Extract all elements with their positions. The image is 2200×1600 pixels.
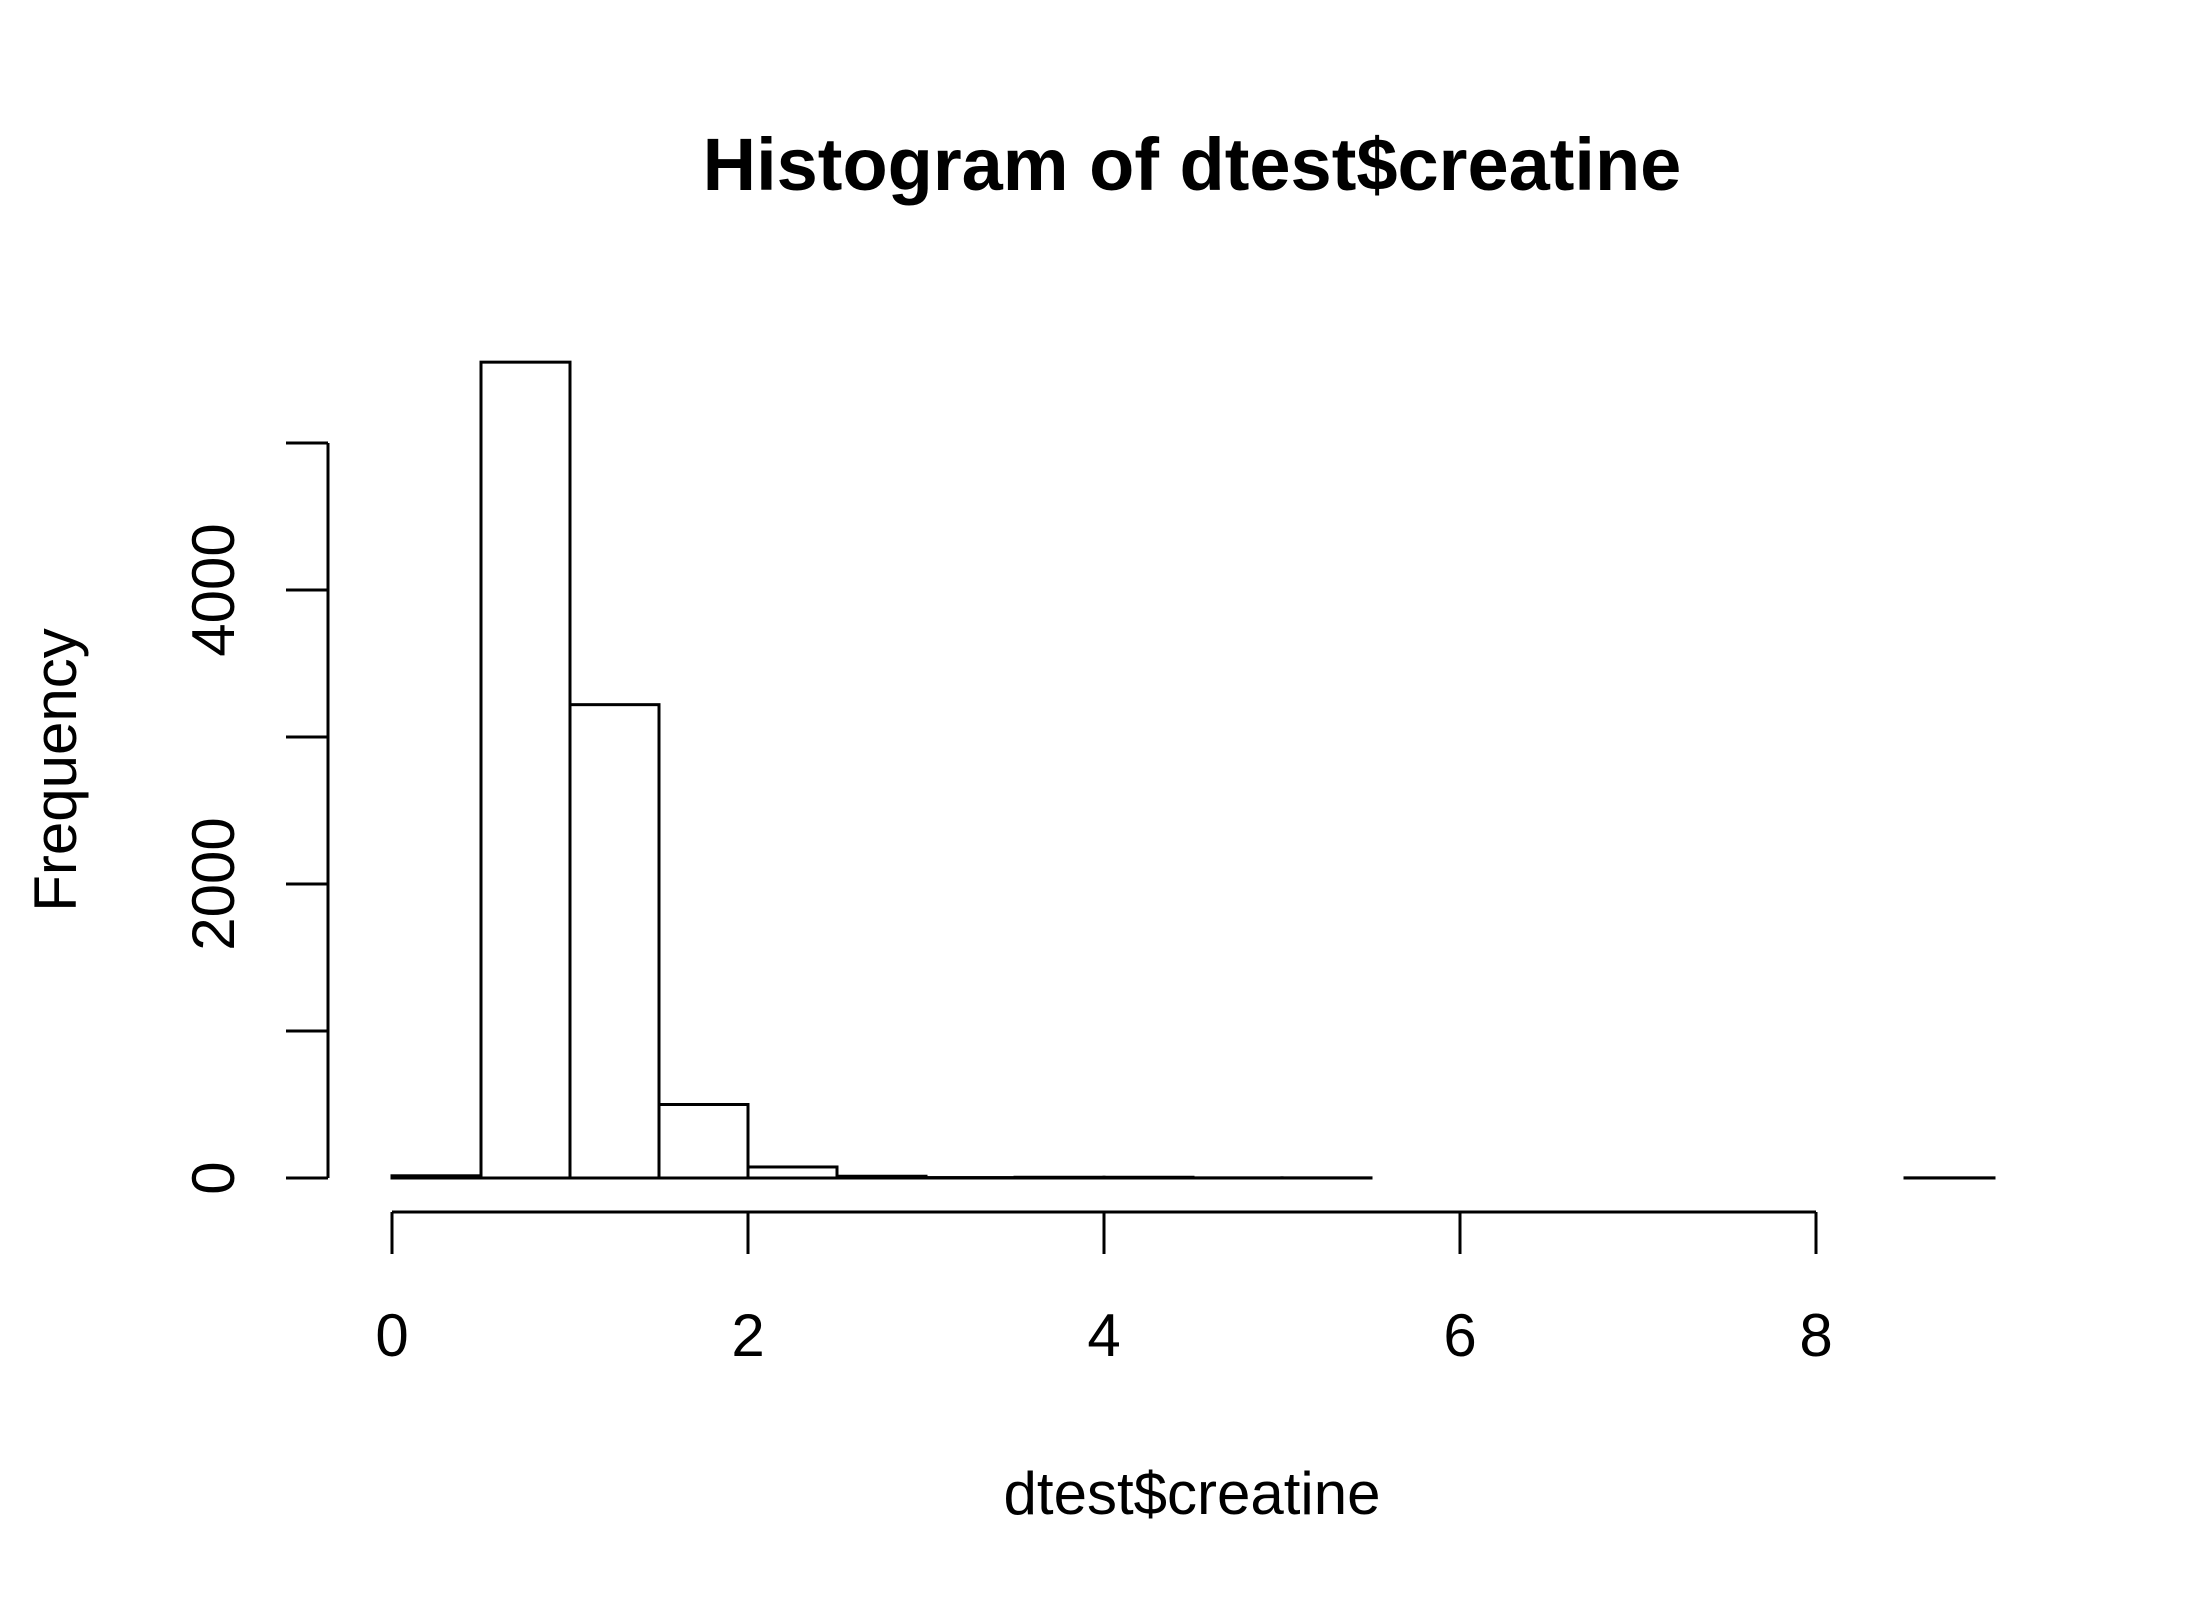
x-tick-label-1: 2 — [731, 1302, 764, 1369]
y-tick-label-0: 0 — [180, 1161, 247, 1194]
chart-title: Histogram of dtest$creatine — [703, 123, 1682, 206]
bars-group — [390, 360, 1996, 1180]
bar-8 — [1102, 1175, 1195, 1180]
x-axis: 0 2 4 6 8 — [375, 1210, 1833, 1369]
bar-3 — [657, 1103, 750, 1180]
y-axis-label: Frequency — [22, 628, 89, 911]
x-axis-label: dtest$creatine — [1004, 1460, 1381, 1527]
bar-7 — [1013, 1175, 1106, 1180]
bar-2 — [568, 703, 661, 1180]
y-axis: 0 2000 4000 — [180, 441, 330, 1195]
y-tick-label-4: 4000 — [180, 523, 247, 656]
x-tick-label-3: 6 — [1443, 1302, 1476, 1369]
bar-4 — [746, 1165, 839, 1180]
x-tick-label-0: 0 — [375, 1302, 408, 1369]
y-tick-label-2: 2000 — [180, 817, 247, 950]
x-tick-label-4: 8 — [1799, 1302, 1832, 1369]
bar-5 — [835, 1174, 928, 1180]
bar-0 — [390, 1174, 483, 1180]
x-tick-label-2: 4 — [1087, 1302, 1120, 1369]
bar-1 — [479, 360, 572, 1180]
